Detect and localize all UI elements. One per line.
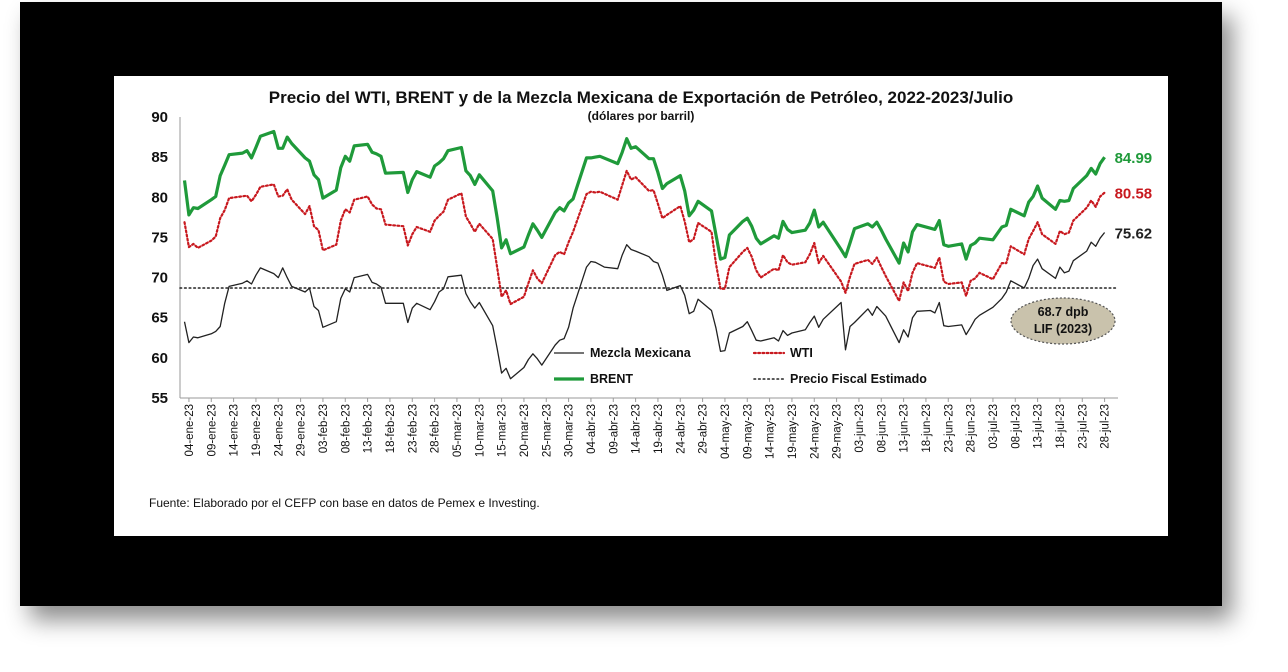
x-tick-label: 14-may-23 [765, 404, 777, 459]
x-tick-label: 18-jul-23 [1055, 404, 1067, 449]
x-tick-label: 20-mar-23 [519, 404, 531, 457]
x-tick-label: 28-feb-23 [430, 404, 442, 453]
x-tick-label: 18-feb-23 [385, 404, 397, 453]
annotation-ellipse [1010, 297, 1116, 345]
x-tick-label: 05-mar-23 [452, 404, 464, 457]
x-tick-label: 13-feb-23 [363, 404, 375, 453]
y-tick-label: 80 [151, 189, 168, 206]
end-label-brent: 84.99 [1115, 150, 1153, 167]
x-tick-label: 10-mar-23 [474, 404, 486, 457]
end-labels: 75.62 80.58 84.99 [1115, 150, 1153, 242]
legend-label-precio-fiscal-estimado: Precio Fiscal Estimado [790, 372, 927, 386]
x-tick-label: 08-jun-23 [876, 404, 888, 453]
x-tick-label: 29-ene-23 [296, 404, 308, 456]
x-tick-label: 18-jun-23 [921, 404, 933, 453]
x-tick-label: 19-abr-23 [653, 404, 665, 454]
chart-title: Precio del WTI, BRENT y de la Mezcla Mex… [269, 88, 1013, 107]
x-tick-label: 23-jun-23 [943, 404, 955, 453]
legend-label-mezcla-mexicana: Mezcla Mexicana [590, 346, 692, 360]
x-tick-label: 19-ene-23 [251, 404, 263, 456]
image-frame: Precio del WTI, BRENT y de la Mezcla Mex… [20, 2, 1222, 606]
annotation-line-2: LIF (2023) [1034, 322, 1092, 336]
legend-label-brent: BRENT [590, 372, 633, 386]
y-tick-label: 60 [151, 350, 168, 367]
chart-panel: Precio del WTI, BRENT y de la Mezcla Mex… [114, 76, 1168, 536]
x-tick-label: 14-abr-23 [631, 404, 643, 454]
x-tick-label: 23-feb-23 [407, 404, 419, 453]
series-line-wti [183, 169, 1106, 306]
x-tick-label: 09-may-23 [742, 404, 754, 459]
chart-subtitle: (dólares por barril) [588, 109, 695, 123]
y-tick-label: 90 [151, 109, 168, 126]
y-tick-label: 85 [151, 149, 168, 166]
x-tick-label: 14-ene-23 [229, 404, 241, 456]
x-tick-label: 29-abr-23 [698, 404, 710, 454]
legend-label-wti: WTI [790, 346, 813, 360]
x-tick-label: 25-mar-23 [541, 404, 553, 457]
x-axis: 04-ene-23 09-ene-23 14-ene-23 19-ene-23 24-e… [180, 397, 1118, 459]
y-tick-label: 70 [151, 270, 168, 287]
x-tick-label: 23-jul-23 [1077, 404, 1089, 449]
end-label-wti: 80.58 [1115, 186, 1153, 203]
x-tick-label: 30-mar-23 [564, 404, 576, 457]
x-tick-label: 28-jun-23 [966, 404, 978, 453]
x-tick-label: 15-mar-23 [497, 404, 509, 457]
x-tick-label: 24-ene-23 [273, 404, 285, 456]
x-tick-label: 09-abr-23 [608, 404, 620, 454]
fiscal-price-annotation: 68.7 dpb LIF (2023) [1010, 297, 1116, 345]
chart-svg: Precio del WTI, BRENT y de la Mezcla Mex… [149, 88, 1153, 510]
x-tick-label: 13-jul-23 [1033, 404, 1045, 449]
x-tick-label: 24-abr-23 [675, 404, 687, 454]
y-tick-label: 75 [151, 229, 168, 246]
annotation-line-1: 68.7 dpb [1038, 305, 1089, 319]
series-line-brent [182, 129, 1106, 265]
x-tick-label: 03-feb-23 [318, 404, 330, 453]
series-lines [182, 129, 1106, 380]
legend: Mezcla Mexicana WTI BRENT Precio Fiscal Est… [554, 346, 927, 386]
x-tick-label: 13-jun-23 [899, 404, 911, 453]
series-line-mezcla-mexicana [183, 232, 1106, 380]
x-tick-label: 24-may-23 [809, 404, 821, 459]
x-tick-label: 08-jul-23 [1010, 404, 1022, 449]
y-tick-label: 55 [151, 390, 168, 407]
x-tick-label: 09-ene-23 [206, 404, 218, 456]
x-tick-label: 29-may-23 [832, 404, 844, 459]
y-axis: 55 60 65 70 75 80 85 90 [151, 109, 181, 407]
end-label-mezcla-mexicana: 75.62 [1115, 225, 1153, 242]
source-note: Fuente: Elaborado por el CEFP con base e… [149, 496, 540, 510]
x-tick-label: 28-jul-23 [1100, 404, 1112, 449]
x-tick-label: 03-jun-23 [854, 404, 866, 453]
x-tick-label: 04-abr-23 [586, 404, 598, 454]
x-tick-label: 04-may-23 [720, 404, 732, 459]
x-tick-label: 19-may-23 [787, 404, 799, 459]
x-tick-label: 03-jul-23 [988, 404, 1000, 449]
x-tick-label: 04-ene-23 [184, 404, 196, 456]
y-tick-label: 65 [151, 310, 168, 327]
x-tick-label: 08-feb-23 [340, 404, 352, 453]
